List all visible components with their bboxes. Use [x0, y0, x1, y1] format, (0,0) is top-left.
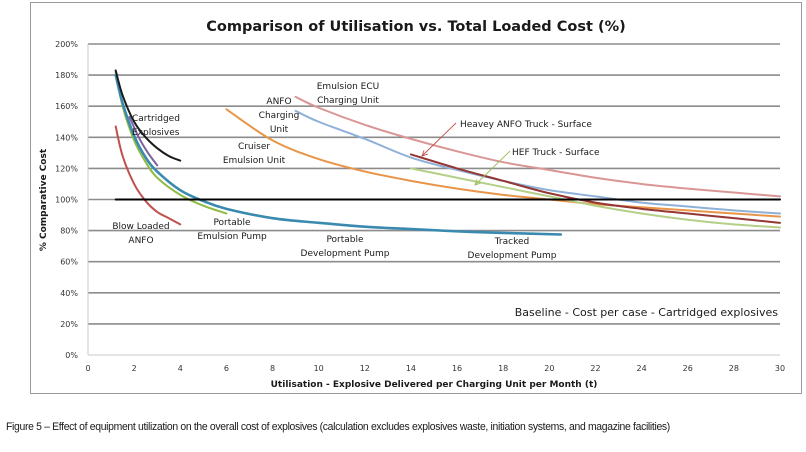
figure-caption: Figure 5 – Effect of equipment utilizati… — [6, 421, 670, 433]
y-tick-label: 140% — [55, 133, 78, 142]
x-tick-label: 24 — [637, 364, 647, 373]
annotation-emulsion-ecu: Emulsion ECU Charging Unit — [317, 82, 380, 106]
series-line-portable-emulsion-pump-purple — [128, 116, 159, 167]
annotation-line: Development Pump — [301, 249, 390, 259]
series-line-portable-tracked-development-pump — [114, 73, 563, 236]
x-tick-label: 6 — [224, 364, 229, 373]
annotation-line: Charging — [259, 111, 300, 121]
y-tick-label: 40% — [60, 289, 78, 298]
x-tick-label: 18 — [498, 364, 508, 373]
series-line-heavey-anfo-truck-surface — [409, 153, 781, 224]
series-line-blow-loaded-anfo — [114, 125, 182, 226]
annotation-line: ANFO — [266, 97, 291, 107]
series-line-cartridged-explosives — [114, 69, 182, 162]
series-line-hef-truck-surface — [409, 167, 781, 229]
annotation-line: Explosives — [132, 128, 180, 138]
x-tick-label: 12 — [360, 364, 370, 373]
heavy-anfo-arrow — [421, 122, 457, 157]
annotation-line: Unit — [270, 125, 289, 135]
chart-frame — [30, 2, 802, 394]
x-tick-label: 16 — [452, 364, 462, 373]
series-lines — [114, 69, 781, 236]
x-tick-label: 26 — [683, 364, 693, 373]
x-tick-label: 4 — [178, 364, 183, 373]
annotation-line: Emulsion ECU — [317, 82, 379, 92]
annotation-arrows — [421, 122, 511, 186]
annotation-line: Charging Unit — [317, 96, 379, 106]
annotation-heavy-anfo: Heavey ANFO Truck - Surface — [460, 120, 592, 130]
chart-title: Comparison of Utilisation vs. Total Load… — [206, 19, 625, 35]
hef-truck-arrow — [474, 150, 511, 186]
y-axis-label: % Comparative Cost — [39, 148, 49, 251]
y-tick-label: 80% — [60, 227, 78, 236]
y-tick-label: 120% — [55, 164, 78, 173]
annotation-portable-dev: Portable Development Pump — [301, 235, 390, 259]
y-tick-label: 160% — [55, 102, 78, 111]
annotation-cruiser: Cruiser Emulsion Unit — [223, 142, 286, 166]
annotation-line: Cruiser — [238, 142, 270, 152]
annotation-tracked-dev: Tracked Development Pump — [468, 237, 557, 261]
annotation-line: Cartridged — [132, 114, 180, 124]
y-tick-label: 0% — [65, 351, 78, 360]
x-tick-label: 30 — [775, 364, 785, 373]
y-tick-label: 60% — [60, 258, 78, 267]
annotation-anfo-charging: ANFO Charging Unit — [259, 97, 300, 135]
annotation-line: Tracked — [494, 237, 529, 247]
x-axis-label: Utilisation - Explosive Delivered per Ch… — [271, 380, 598, 390]
annotation-line: Portable — [213, 218, 251, 228]
y-tick-label: 180% — [55, 71, 78, 80]
annotations: Cartridged Explosives Blow Loaded ANFO Porta… — [112, 82, 600, 261]
annotation-line: Portable — [326, 235, 364, 245]
annotation-line: ANFO — [128, 236, 153, 246]
annotation-line: Emulsion Pump — [197, 232, 267, 242]
x-tick-label: 10 — [314, 364, 324, 373]
y-axis-ticks: 0% 20% 40% 60% 80% 100% 120% 140% 160% 180% 200% — [55, 40, 78, 360]
hef-truck-arrow-head — [474, 179, 481, 186]
x-tick-label: 20 — [544, 364, 554, 373]
annotation-blow-loaded: Blow Loaded ANFO — [112, 222, 169, 246]
x-tick-label: 22 — [590, 364, 600, 373]
series-line-emulsion-ecu-charging-unit — [294, 95, 781, 198]
x-tick-label: 28 — [729, 364, 739, 373]
annotation-line: Heavey ANFO Truck - Surface — [460, 120, 592, 130]
series-line-anfo-charging-unit — [294, 109, 781, 215]
annotation-line: Blow Loaded — [112, 222, 169, 232]
x-tick-label: 0 — [85, 364, 90, 373]
baseline-note: Baseline - Cost per case - Cartridged ex… — [515, 306, 779, 319]
x-axis-ticks: 0 2 4 6 8 10 12 14 16 18 20 22 24 26 28 30 — [85, 364, 785, 373]
x-tick-label: 8 — [270, 364, 275, 373]
annotation-line: Development Pump — [468, 251, 557, 261]
y-tick-label: 100% — [55, 196, 78, 205]
heavy-anfo-arrow-head — [421, 150, 428, 157]
chart: Comparison of Utilisation vs. Total Load… — [39, 19, 785, 390]
annotation-cartridged: Cartridged Explosives — [132, 114, 180, 138]
x-tick-label: 2 — [132, 364, 137, 373]
annotation-line: Emulsion Unit — [223, 156, 286, 166]
annotation-hef-truck: HEF Truck - Surface — [512, 148, 600, 158]
series-line-cruiser-emulsion-unit — [225, 108, 781, 218]
y-tick-label: 200% — [55, 40, 78, 49]
series-line-portable-emulsion-pump — [114, 70, 228, 215]
x-tick-label: 14 — [406, 364, 416, 373]
y-tick-label: 20% — [60, 320, 78, 329]
annotation-portable-emulsion: Portable Emulsion Pump — [197, 218, 267, 242]
annotation-line: HEF Truck - Surface — [512, 148, 600, 158]
